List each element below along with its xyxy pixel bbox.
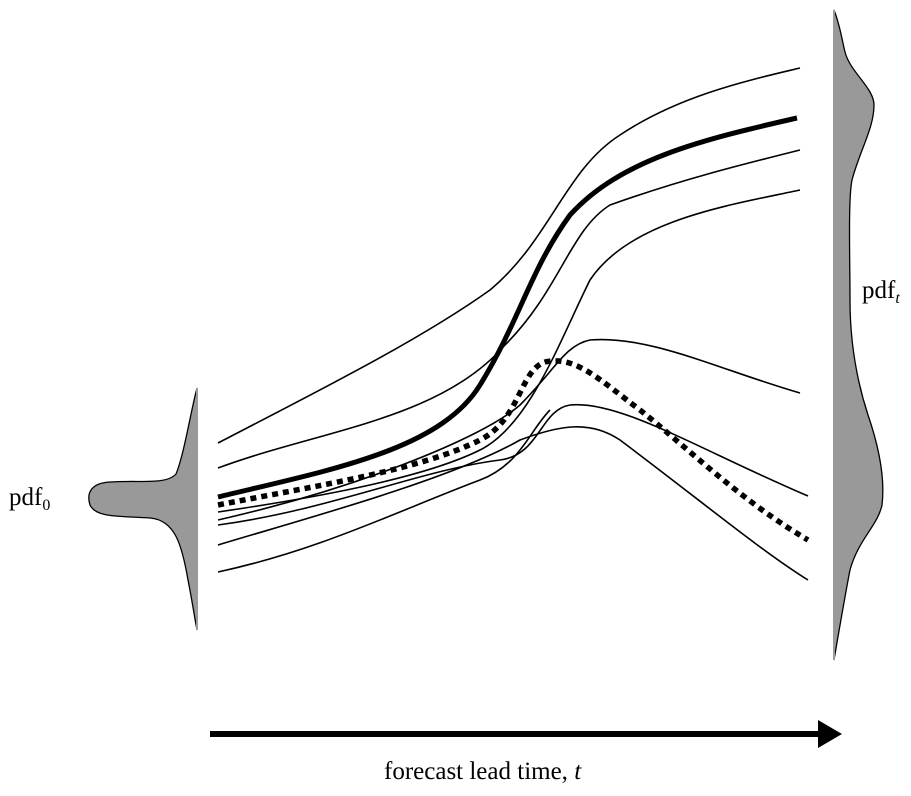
final-pdf-label: pdft [862,278,900,307]
ensemble-member-4 [217,338,801,521]
ensemble-member-6 [217,426,809,581]
ensemble-members [217,67,809,581]
ensemble-member-5 [217,403,809,526]
final-pdf-label-base: pdf [862,277,896,304]
initial-pdf-label-base: pdf [9,484,43,511]
initial-pdf-label: pdf0 [9,485,50,514]
final-pdf-label-subscript: t [895,290,900,307]
initial-pdf-shape [88,387,198,631]
time-axis-arrow-head [818,720,842,748]
ensemble-member-3 [217,189,801,513]
time-axis-label: forecast lead time, t [384,759,581,784]
initial-pdf-label-subscript: 0 [42,497,51,514]
time-axis-label-text: forecast lead time, [384,758,575,785]
ensemble-member-7 [217,409,551,573]
time-axis-label-variable: t [574,758,582,785]
final-pdf-shape [833,9,884,661]
ensemble-member-2 [217,149,801,469]
ensemble-mean-line [217,115,798,500]
ensemble-member-1 [217,67,801,444]
truth-dotted-line [217,358,810,543]
